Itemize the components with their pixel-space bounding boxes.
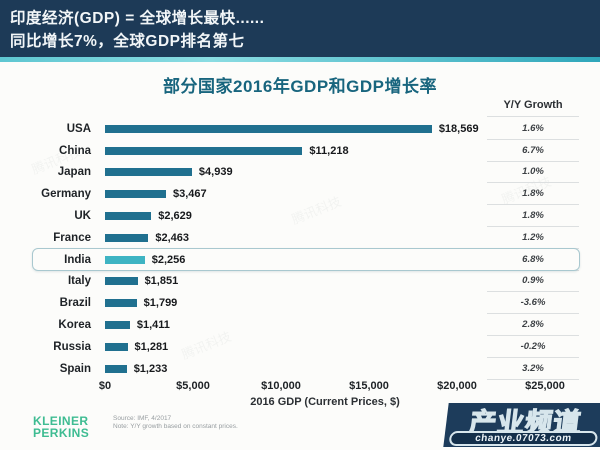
chart-title: 部分国家2016年GDP和GDP增长率 bbox=[163, 77, 437, 96]
country-label: USA bbox=[66, 122, 91, 135]
gdp-value-label: $1,851 bbox=[144, 275, 179, 288]
country-label: Japan bbox=[57, 166, 91, 179]
chart-row-usa: USA $18,569 1.6% bbox=[0, 118, 600, 140]
chart-row-uk: UK $2,629 1.8% bbox=[0, 205, 600, 227]
country-label: Korea bbox=[58, 319, 91, 332]
gdp-value-label: $1,799 bbox=[143, 297, 178, 310]
chart-row-germany: Germany $3,467 1.8% bbox=[0, 183, 600, 206]
growth-value: 3.2% bbox=[487, 358, 579, 380]
growth-value: -3.6% bbox=[487, 292, 579, 315]
gdp-value-label: $3,467 bbox=[173, 188, 207, 201]
note-text: Note: Y/Y growth based on constant price… bbox=[113, 423, 238, 430]
bar-track: $1,281 bbox=[105, 336, 545, 358]
country-label: UK bbox=[74, 210, 91, 223]
bar-track: $11,218 bbox=[105, 140, 545, 162]
x-tick-label: $10,000 bbox=[261, 380, 301, 392]
chart-row-france: France $2,463 1.2% bbox=[0, 227, 600, 249]
bar-track: $2,463 bbox=[105, 227, 545, 249]
x-tick-label: $0 bbox=[98, 380, 112, 392]
bar-track: $1,799 bbox=[105, 292, 545, 314]
gdp-bar bbox=[105, 342, 128, 351]
growth-column-header: Y/Y Growth bbox=[487, 99, 579, 117]
country-label: Germany bbox=[41, 188, 91, 201]
gdp-value-label: $2,629 bbox=[158, 210, 192, 223]
header-banner: 印度经济(GDP) = 全球增长最快...... 同比增长7%，全球GDP排名第… bbox=[0, 0, 600, 57]
gdp-bar bbox=[105, 299, 137, 308]
bar-track: $2,629 bbox=[105, 205, 545, 227]
site-watermark: 产业频道 chanye.07073.com bbox=[443, 403, 600, 447]
kleiner-perkins-logo: KLEINER PERKINS bbox=[33, 414, 90, 440]
gdp-value-label: $18,569 bbox=[438, 122, 479, 135]
bar-track: $2,256 bbox=[105, 249, 545, 271]
banner-line-2: 同比增长7%，全球GDP排名第七 bbox=[10, 33, 245, 50]
growth-value: 6.8% bbox=[487, 249, 579, 271]
logo-line-1: KLEINER bbox=[33, 414, 89, 428]
country-label: Italy bbox=[67, 275, 91, 288]
country-label: France bbox=[53, 231, 91, 244]
bar-track: $18,569 bbox=[105, 118, 545, 140]
gdp-value-label: $11,218 bbox=[309, 144, 349, 157]
chart-row-brazil: Brazil $1,799 -3.6% bbox=[0, 292, 600, 315]
growth-value: 1.2% bbox=[487, 227, 579, 249]
x-tick-label: $20,000 bbox=[437, 380, 477, 392]
bar-track: $4,939 bbox=[105, 162, 545, 184]
growth-value: 0.9% bbox=[487, 271, 579, 293]
gdp-value-label: $2,463 bbox=[155, 231, 189, 244]
logo-line-2: PERKINS bbox=[33, 425, 90, 440]
country-label: Russia bbox=[53, 340, 91, 353]
gdp-bar bbox=[105, 255, 145, 264]
gdp-bar bbox=[105, 212, 152, 221]
gdp-value-label: $1,281 bbox=[134, 340, 169, 353]
bar-track: $1,411 bbox=[105, 314, 545, 336]
growth-value: 1.0% bbox=[487, 162, 579, 184]
country-label: India bbox=[64, 253, 91, 266]
gdp-bar bbox=[105, 168, 192, 177]
x-tick-label: $5,000 bbox=[176, 380, 210, 392]
x-axis: $0 $5,000 $10,000 $15,000 $20,000 $25,000 bbox=[99, 380, 565, 394]
chart-row-china: China $11,218 6.7% bbox=[0, 140, 600, 162]
banner-line-1: 印度经济(GDP) = 全球增长最快...... bbox=[10, 10, 265, 27]
x-tick-label: $25,000 bbox=[525, 380, 565, 392]
growth-value: 1.8% bbox=[487, 205, 579, 227]
bar-track: $1,851 bbox=[105, 271, 545, 293]
gdp-bar bbox=[105, 321, 130, 330]
growth-value: 6.7% bbox=[487, 140, 579, 162]
gdp-bar bbox=[105, 190, 167, 199]
chart-row-japan: Japan $4,939 1.0% bbox=[0, 162, 600, 184]
x-tick-label: $15,000 bbox=[349, 380, 389, 392]
gdp-bar bbox=[105, 277, 138, 286]
bar-track: $1,233 bbox=[105, 358, 545, 380]
gdp-bar bbox=[105, 124, 432, 133]
chart-row-italy: Italy $1,851 0.9% bbox=[0, 271, 600, 293]
country-label: China bbox=[59, 144, 91, 157]
source-text: Source: IMF, 4/2017 bbox=[113, 415, 172, 422]
source-note: Source: IMF, 4/2017 Note: Y/Y growth bas… bbox=[113, 415, 238, 431]
growth-value: -0.2% bbox=[487, 336, 579, 358]
gdp-value-label: $2,256 bbox=[151, 253, 186, 266]
chart-rows: USA $18,569 1.6% China $11,218 6.7% Japan $4,93… bbox=[0, 118, 600, 380]
site-watermark-url: chanye.07073.com bbox=[448, 431, 599, 446]
bar-track: $3,467 bbox=[105, 183, 545, 205]
gdp-bar bbox=[105, 233, 149, 242]
banner-accent-bar bbox=[0, 57, 600, 62]
chart-row-spain: Spain $1,233 3.2% bbox=[0, 358, 600, 380]
chart-row-russia: Russia $1,281 -0.2% bbox=[0, 336, 600, 358]
chart-row-india: India $2,256 6.8% bbox=[0, 249, 600, 271]
chart-row-korea: Korea $1,411 2.8% bbox=[0, 314, 600, 336]
country-label: Brazil bbox=[59, 297, 91, 310]
country-label: Spain bbox=[59, 362, 91, 375]
growth-value: 2.8% bbox=[487, 314, 579, 336]
gdp-bar bbox=[105, 364, 127, 373]
gdp-value-label: $1,233 bbox=[133, 362, 168, 375]
gdp-value-label: $1,411 bbox=[136, 319, 170, 332]
growth-value: 1.6% bbox=[487, 118, 579, 140]
growth-value: 1.8% bbox=[487, 183, 579, 206]
gdp-value-label: $4,939 bbox=[198, 166, 233, 179]
gdp-bar bbox=[105, 146, 303, 155]
x-axis-title: 2016 GDP (Current Prices, $) bbox=[250, 396, 400, 408]
